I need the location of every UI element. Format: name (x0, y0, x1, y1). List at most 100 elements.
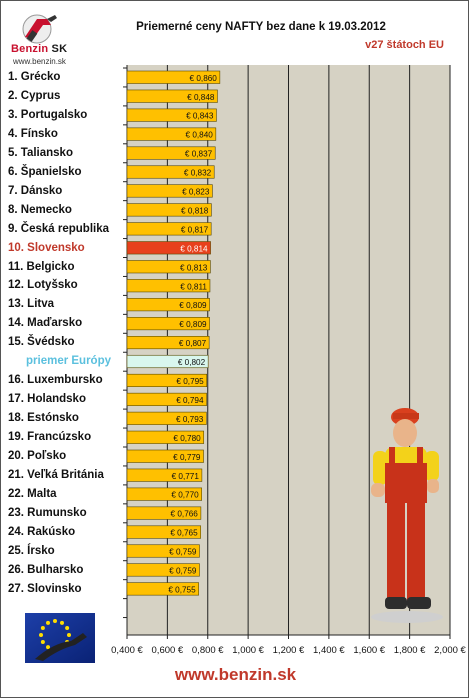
x-tick-label: 1,200 € (273, 645, 305, 656)
x-tick-label: 0,600 € (152, 645, 184, 656)
bar (126, 184, 213, 198)
bar-value-label: € 0,807 (179, 339, 207, 348)
flag-star-icon (53, 619, 57, 623)
country-label: 25. Írsko (8, 544, 55, 557)
bar (126, 354, 209, 369)
bar (126, 127, 217, 141)
bar (126, 392, 207, 406)
bar (126, 544, 200, 558)
bar (126, 563, 200, 577)
bar-value-label: € 0,809 (179, 320, 207, 329)
bar (126, 165, 215, 179)
flag-star-icon (65, 626, 70, 630)
bar-value-label: € 0,818 (181, 206, 209, 215)
bar-value-label: € 0,848 (187, 93, 215, 102)
bar-value-label: € 0,840 (185, 131, 213, 140)
x-tick-label: 0,800 € (192, 645, 224, 656)
bar (126, 70, 221, 84)
bar-value-label: € 0,795 (176, 377, 204, 386)
bar (126, 317, 210, 331)
country-label: 4. Fínsko (8, 127, 58, 140)
chart-title: Priemerné ceny NAFTY bez dane k 19.03.20… (136, 21, 386, 33)
country-label: 18. Estónsko (8, 412, 79, 425)
fuel-nozzle-icon (22, 14, 57, 44)
bar-value-label: € 0,814 (180, 244, 208, 253)
bar (126, 279, 211, 293)
bar-value-label: € 0,809 (179, 301, 207, 310)
x-tick-label: 1,400 € (313, 645, 345, 656)
logo-brand-text: Benzin SK (11, 43, 68, 55)
bar-value-label: € 0,759 (169, 567, 197, 576)
country-label: 2. Cyprus (8, 89, 61, 102)
bar (126, 260, 211, 274)
country-label: 27. Slovinsko (8, 582, 82, 595)
country-label: 16. Luxembursko (8, 374, 103, 387)
flag-star-icon (46, 620, 50, 625)
flag-star-icon (39, 633, 43, 637)
bar-value-label: € 0,837 (185, 150, 213, 159)
country-label: 15. Švédsko (8, 336, 75, 349)
bar-value-label: € 0,793 (176, 415, 204, 424)
bar-value-label: € 0,802 (178, 358, 206, 367)
bar (126, 108, 217, 122)
footer-url: www.benzin.sk (174, 665, 297, 684)
bar (126, 241, 211, 255)
bar-value-label: € 0,860 (190, 74, 218, 83)
bar-value-label: € 0,755 (168, 585, 196, 594)
bar (126, 146, 216, 160)
bar-value-label: € 0,765 (170, 529, 198, 538)
bar (126, 506, 202, 520)
bar-value-label: € 0,832 (184, 169, 212, 178)
country-label: 8. Nemecko (8, 203, 72, 216)
bar (126, 468, 203, 482)
flag-star-icon (40, 640, 45, 644)
bar-value-label: € 0,766 (171, 510, 199, 519)
bar-value-label: € 0,794 (176, 396, 204, 405)
flag-star-icon (67, 633, 71, 637)
x-tick-label: 1,600 € (353, 645, 385, 656)
x-tick-label: 2,000 € (434, 645, 466, 656)
country-label: 19. Francúzsko (8, 431, 92, 444)
country-label: 24. Rakúsko (8, 525, 76, 538)
logo-url: www.benzin.sk (13, 57, 66, 66)
bar-value-label: € 0,843 (186, 112, 214, 121)
bar (126, 222, 212, 236)
country-label: 17. Holandsko (8, 393, 86, 406)
bar-value-label: € 0,823 (182, 188, 210, 197)
flag-star-icon (60, 620, 64, 625)
bar (126, 203, 212, 217)
flag-star-icon (40, 626, 45, 630)
country-label: 5. Taliansko (8, 146, 73, 159)
country-label: 12. Lotyšsko (8, 279, 78, 292)
x-tick-label: 1,800 € (394, 645, 426, 656)
bar-value-label: € 0,779 (173, 453, 201, 462)
flag-star-icon (46, 645, 50, 650)
bar (126, 525, 201, 539)
bar (126, 430, 205, 444)
bar (126, 335, 210, 350)
bar-value-label: € 0,813 (180, 263, 208, 272)
bar-value-label: € 0,780 (173, 434, 201, 443)
bar-value-label: € 0,771 (172, 472, 200, 481)
bar (126, 298, 210, 312)
bar (126, 411, 207, 425)
country-label: 6. Španielsko (8, 165, 82, 178)
bar-value-label: € 0,759 (169, 548, 197, 557)
bar (126, 582, 199, 596)
country-label: 10. Slovensko (8, 241, 85, 254)
country-label: 14. Maďarsko (8, 317, 83, 330)
country-label: 21. Veľká Británia (8, 468, 104, 481)
bar (126, 449, 204, 463)
benzin-logo: Benzin SK www.benzin.sk (7, 11, 87, 69)
x-tick-label: 0,400 € (111, 645, 143, 656)
country-label: 11. Belgicko (8, 260, 75, 273)
bar-value-label: € 0,770 (171, 491, 199, 500)
bar-value-label: € 0,817 (181, 225, 209, 234)
country-label: 23. Rumunsko (8, 506, 87, 519)
bar-value-label: € 0,811 (180, 282, 207, 291)
eu-flag-icon (25, 613, 95, 663)
chart-subtitle: v27 štátoch EU (365, 39, 444, 51)
bar (126, 487, 202, 501)
